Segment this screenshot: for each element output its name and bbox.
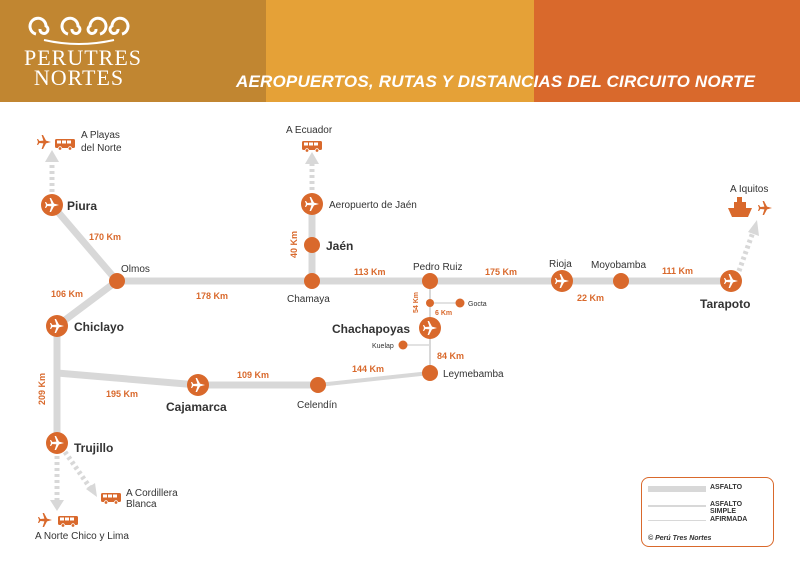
city-label-gocta: Gocta [468, 301, 487, 308]
distance-chamaya-pedroruiz: 113 Km [354, 267, 386, 277]
airplane-icon-iquitos [758, 201, 772, 215]
road-celendin-leymebamba [316, 371, 432, 387]
city-label-chamaya: Chamaya [287, 294, 330, 305]
distance-jaen-chamaya: 40 Km [289, 231, 299, 258]
distance-gocta-chachapoyas: 6 Km [435, 310, 452, 317]
airport-trujillo [46, 432, 68, 454]
distance-piura-olmos: 170 Km [89, 232, 121, 242]
city-node-chamaya [304, 273, 320, 289]
city-node-gocta [455, 298, 465, 308]
distance-pedroruiz-gocta: 54 Km [413, 292, 420, 313]
dest-label-playas-2: del Norte [81, 143, 122, 154]
city-label-chiclayo: Chiclayo [74, 320, 124, 334]
legend-row-asfalto: ASFALTO [648, 484, 766, 494]
legend-label-asfalto: ASFALTO [710, 484, 743, 491]
airport-chiclayo [46, 315, 68, 337]
legend-row-afirmada: AFIRMADA [648, 516, 766, 526]
page-title: AEROPUERTOS, RUTAS Y DISTANCIAS DEL CIRC… [236, 72, 756, 91]
road-olmos-chiclayo [53, 277, 121, 330]
distance-rioja-moyobamba: 22 Km [577, 293, 604, 303]
airport-rioja [551, 270, 573, 292]
city-node-olmos [109, 273, 125, 289]
header-band-center [266, 0, 534, 102]
airport-cajamarca [187, 374, 209, 396]
airport-jaen [301, 193, 323, 215]
distance-olmos-chamaya: 178 Km [196, 291, 228, 301]
legend: ASFALTO ASFALTO SIMPLE AFIRMADA © Perú T… [641, 477, 774, 547]
bus-icon-playas [54, 138, 76, 151]
ship-icon [728, 197, 752, 217]
city-label-kuelap: Kuelap [372, 343, 394, 350]
header-band-left [0, 0, 266, 102]
road-chiclayo-cajamarca-branch [53, 369, 202, 389]
logo-text-line2: NORTES [33, 65, 125, 90]
distance-pedroruiz-rioja: 175 Km [485, 267, 517, 277]
legend-line-asfalto-simple [648, 505, 706, 507]
logo: PERUTRES NORTES [24, 14, 143, 90]
dest-label-cordillera-1: A Cordillera [126, 488, 178, 499]
city-node-gocta-junction [426, 299, 434, 307]
dest-label-iquitos: A Iquitos [730, 184, 768, 195]
distance-olmos-chiclayo: 106 Km [51, 289, 83, 299]
airplane-icon-playas [37, 135, 51, 149]
city-node-leymebamba [422, 365, 438, 381]
city-label-trujillo: Trujillo [74, 441, 113, 455]
city-label-piura: Piura [67, 199, 97, 213]
airport-chachapoyas [419, 317, 441, 339]
dest-label-ecuador: A Ecuador [286, 125, 333, 136]
city-label-jaen: Jaén [326, 239, 353, 253]
header-band-right [534, 0, 800, 102]
bus-icon-norte-chico [57, 515, 79, 528]
copyright-text: © Perú Tres Nortes [648, 535, 712, 542]
route-map: Piura Olmos Chiclayo Trujillo Cajamarca … [35, 125, 772, 542]
city-node-pedroruiz [422, 273, 438, 289]
logo-text-line1: PERUTRES [24, 45, 143, 70]
city-label-tarapoto: Tarapoto [700, 297, 750, 311]
distance-chachapoyas-leymebamba: 84 Km [437, 351, 464, 361]
distance-cajamarca-chiclayo: 195 Km [106, 389, 138, 399]
city-node-celendin [310, 377, 326, 393]
distance-leymebamba-celendin: 144 Km [352, 364, 384, 374]
city-label-olmos: Olmos [121, 264, 150, 275]
city-label-cajamarca: Cajamarca [166, 400, 227, 414]
airport-tarapoto [720, 270, 742, 292]
legend-line-asfalto [648, 486, 706, 492]
city-label-rioja: Rioja [549, 259, 572, 270]
header: PERUTRES NORTES AEROPUERTOS, RUTAS Y DIS… [0, 0, 800, 102]
dest-label-cordillera-2: Blanca [126, 499, 157, 510]
legend-label-asfalto-simple: ASFALTO SIMPLE [710, 501, 743, 515]
city-label-chachapoyas: Chachapoyas [332, 322, 410, 336]
airport-piura [41, 194, 63, 216]
city-node-jaen [304, 237, 320, 253]
distance-moyobamba-tarapoto: 111 Km [662, 266, 693, 276]
dest-label-norte-chico: A Norte Chico y Lima [35, 531, 129, 542]
road-piura-olmos [48, 201, 121, 285]
city-label-moyobamba: Moyobamba [591, 260, 646, 271]
city-label-aeropuerto-jaen: Aeropuerto de Jaén [329, 200, 417, 211]
legend-row-asfalto-simple: ASFALTO SIMPLE [648, 501, 766, 515]
dest-label-playas-1: A Playas [81, 130, 120, 141]
bus-icon-cordillera [100, 492, 122, 505]
city-node-moyobamba [613, 273, 629, 289]
legend-label-afirmada: AFIRMADA [710, 516, 748, 523]
city-label-leymebamba: Leymebamba [443, 369, 504, 380]
distance-chiclayo-trujillo: 209 Km [37, 373, 47, 405]
city-label-celendin: Celendín [297, 400, 337, 411]
logo-swirl-icon [28, 16, 130, 45]
city-label-pedro-ruiz: Pedro Ruiz [413, 262, 462, 273]
bus-icon-ecuador [301, 140, 323, 153]
city-node-kuelap [398, 340, 408, 350]
legend-line-afirmada [648, 520, 706, 521]
airplane-icon-norte-chico [38, 513, 52, 527]
distance-celendin-cajamarca: 109 Km [237, 370, 269, 380]
